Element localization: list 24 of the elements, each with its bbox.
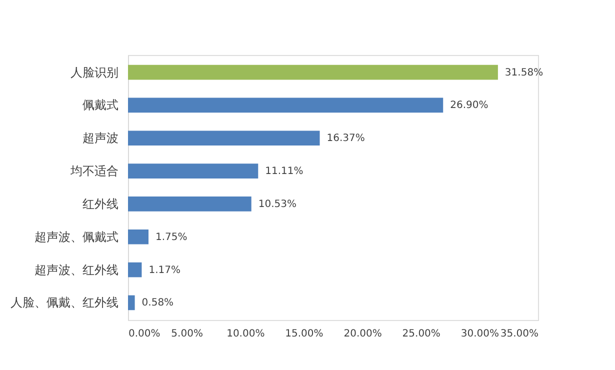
data-label: 0.58% xyxy=(142,298,174,309)
data-label: 16.37% xyxy=(326,133,365,144)
y-tick-label: 超声波 xyxy=(82,131,118,146)
data-label: 1.17% xyxy=(148,264,180,276)
y-tick-label: 均不适合 xyxy=(70,164,118,178)
data-label: 10.53% xyxy=(258,198,296,210)
x-tick-label: 10.00% xyxy=(226,328,265,340)
data-label: 1.75% xyxy=(156,232,188,243)
data-label: 31.58% xyxy=(504,67,544,78)
x-tick-label: 20.00% xyxy=(344,328,382,340)
y-tick-label: 人脸、佩戴、红外线 xyxy=(10,296,118,310)
x-tick-label: 30.00% xyxy=(460,328,499,340)
y-tick-label: 人脸识别 xyxy=(70,65,118,80)
y-tick-label: 超声波、佩戴式 xyxy=(34,230,118,244)
y-tick-label: 超声波、红外线 xyxy=(34,262,118,277)
data-label: 26.90% xyxy=(450,100,488,112)
x-tick-label: 35.00% xyxy=(500,328,538,340)
y-tick-label: 佩戴式 xyxy=(82,98,118,112)
x-tick-label: 5.00% xyxy=(171,328,203,340)
x-tick-label: 25.00% xyxy=(402,328,440,340)
y-tick-label: 红外线 xyxy=(82,196,118,211)
data-label: 11.11% xyxy=(265,166,304,178)
x-tick-label: 0.00% xyxy=(128,328,160,340)
x-tick-label: 15.00% xyxy=(285,328,324,340)
